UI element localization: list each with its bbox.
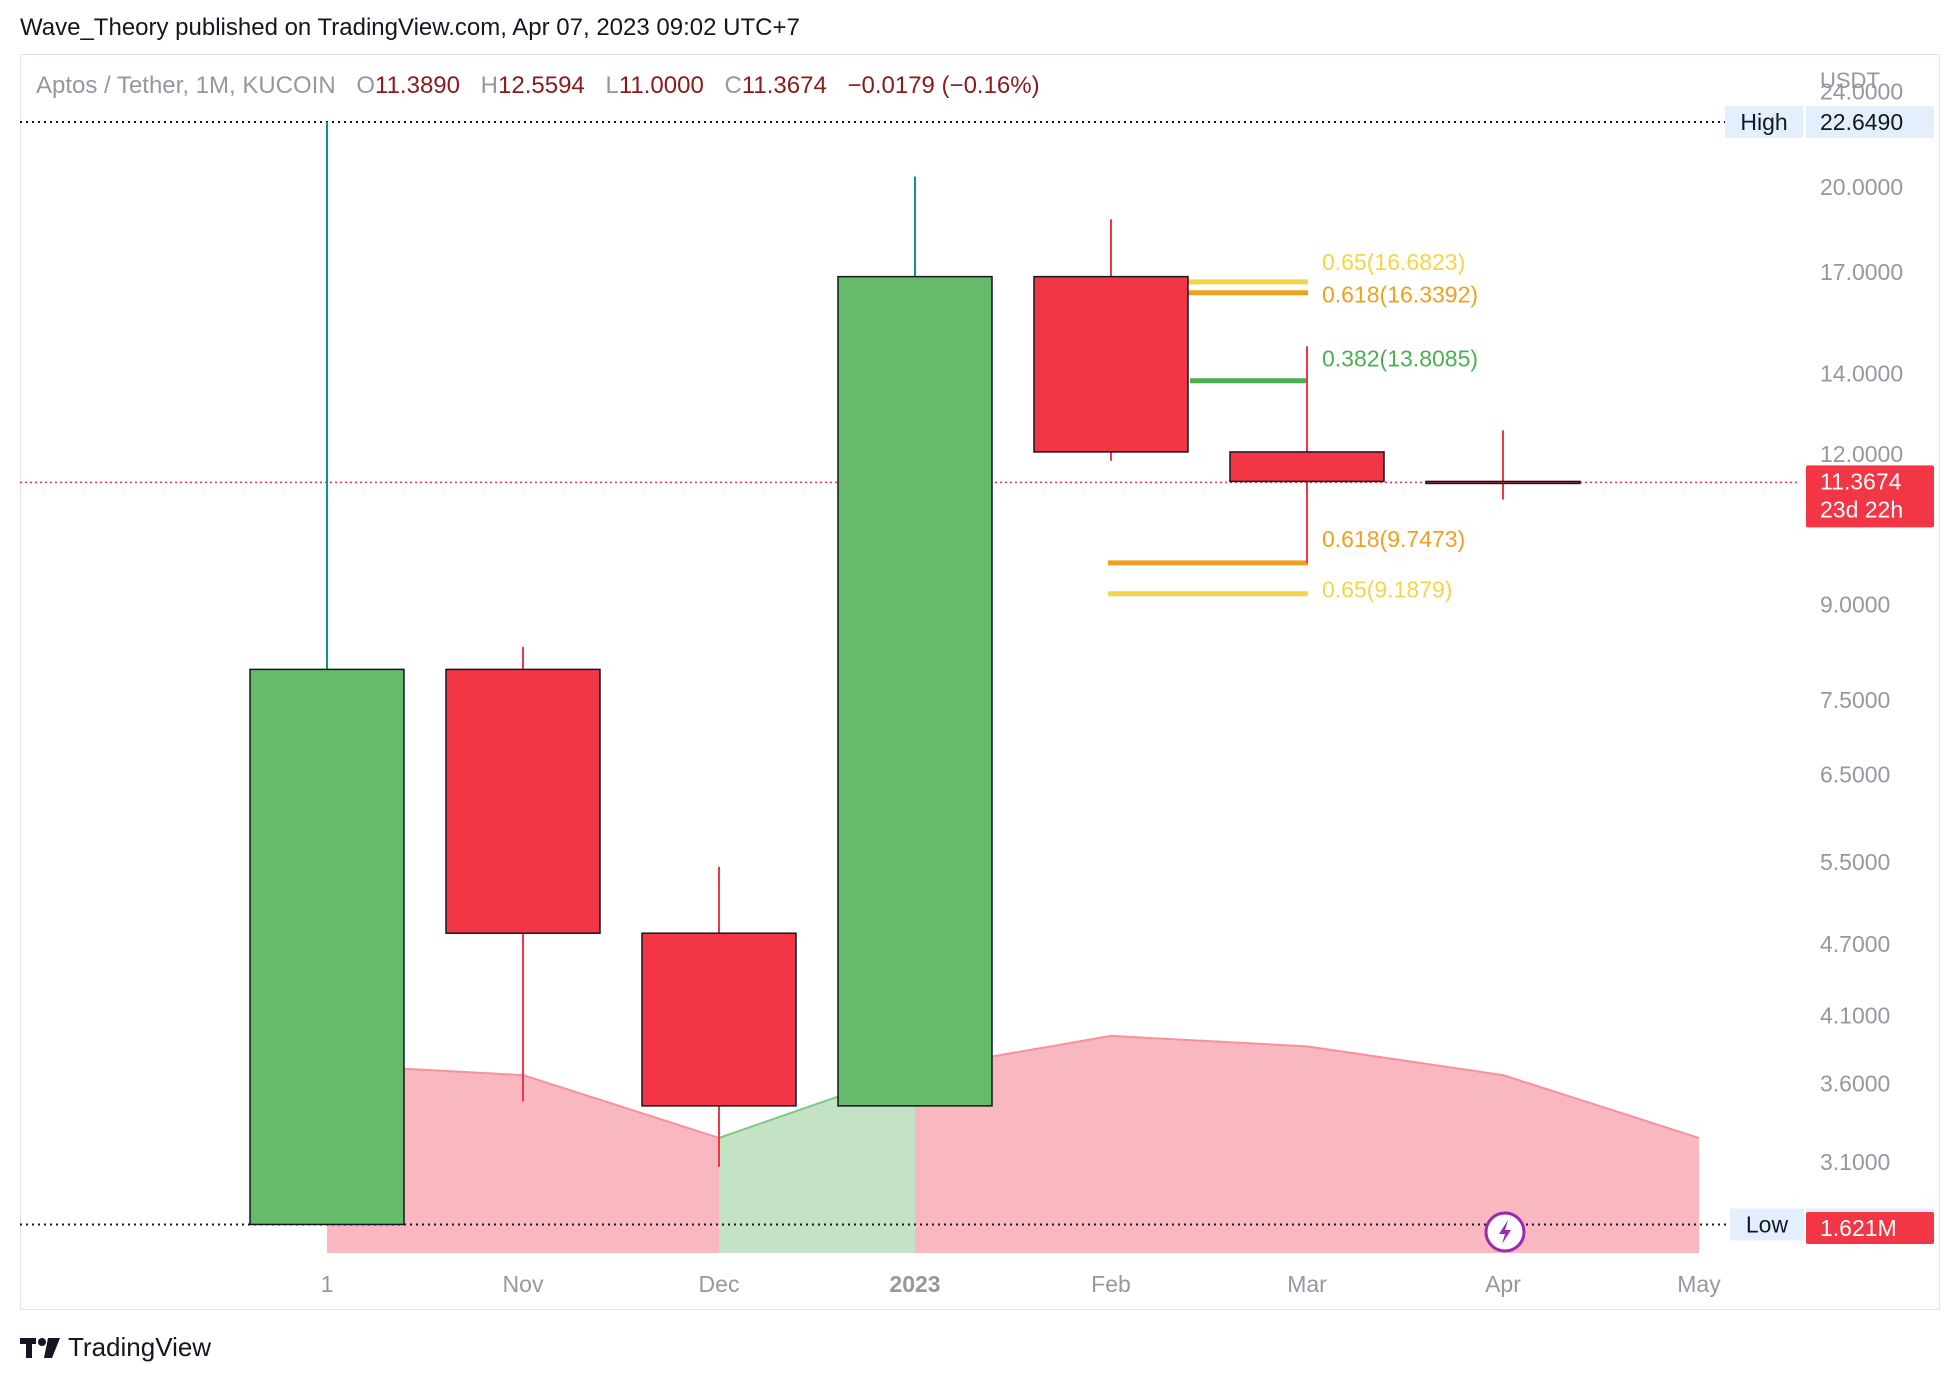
candle-body[interactable] — [1229, 451, 1385, 483]
legend-line: Aptos / Tether, 1M, KUCOIN O11.3890 H12.… — [36, 72, 1040, 100]
volume-segment — [1307, 1046, 1503, 1253]
volume-segment — [523, 1075, 719, 1253]
candle-body[interactable] — [249, 668, 405, 1226]
legend-close-label: C — [724, 72, 742, 99]
chart-frame — [20, 54, 1940, 1310]
low-marker-label-bg — [1730, 1208, 1804, 1241]
footer-brand-label: TradingView — [68, 1332, 212, 1362]
legend-symbol[interactable]: Aptos / Tether, 1M, KUCOIN — [36, 72, 336, 99]
x-tick-label: Feb — [1091, 1271, 1131, 1297]
y-tick-label: 4.7000 — [1820, 931, 1890, 957]
x-tick-label: May — [1677, 1271, 1721, 1297]
y-tick-label: 17.0000 — [1820, 259, 1903, 285]
volume-segment — [1503, 1075, 1699, 1253]
y-tick-label: 3.1000 — [1820, 1149, 1890, 1175]
candle-body[interactable] — [445, 668, 601, 934]
y-tick-label: 12.0000 — [1820, 441, 1903, 467]
high-marker-label: High — [1740, 109, 1787, 135]
volume-value: 1.621M — [1820, 1215, 1897, 1241]
legend-close-value: 11.3674 — [741, 72, 827, 99]
x-tick-label: Apr — [1485, 1271, 1521, 1297]
high-marker-label-bg — [1725, 105, 1803, 138]
legend-open-value: 11.3890 — [375, 72, 460, 99]
y-tick-label: 14.0000 — [1820, 361, 1903, 387]
price-axis-unit: USDT — [1820, 68, 1880, 93]
y-tick-label: 20.0000 — [1820, 174, 1903, 200]
legend-open-label: O — [356, 72, 376, 99]
y-tick-label: 24.0000 — [1820, 79, 1903, 105]
legend-high-value: 12.5594 — [498, 72, 585, 99]
volume-badge — [1806, 1212, 1934, 1244]
fib-level-label: 0.65(9.1879) — [1322, 577, 1452, 603]
volume-edge — [1306, 1045, 1504, 1077]
y-tick-label: 5.5000 — [1820, 849, 1890, 875]
y-tick-label: 9.0000 — [1820, 592, 1890, 618]
candle-body[interactable] — [1033, 275, 1189, 453]
last-price-countdown: 23d 22h — [1820, 496, 1903, 522]
candle-body[interactable] — [837, 275, 993, 1107]
lightning-icon-glyph — [1499, 1220, 1511, 1244]
fib-level-label: 0.382(13.8085) — [1322, 346, 1478, 372]
candle-body[interactable] — [641, 932, 797, 1107]
last-price-value: 11.3674 — [1820, 468, 1902, 494]
fib-level-label: 0.618(16.3392) — [1322, 282, 1478, 308]
volume-segment — [719, 1069, 915, 1253]
volume-segment — [1111, 1035, 1307, 1253]
publish-line: Wave_Theory published on TradingView.com… — [20, 14, 800, 41]
volume-edge — [1110, 1034, 1308, 1048]
x-tick-label: Nov — [503, 1271, 544, 1297]
legend-high-label: H — [480, 72, 499, 99]
y-tick-label: 3.6000 — [1820, 1071, 1890, 1097]
footer-brand[interactable]: TradingView — [20, 1332, 211, 1363]
high-marker-value: 22.6490 — [1820, 109, 1903, 135]
legend-change: −0.0179 (−0.16%) — [847, 72, 1040, 99]
volume-edge — [1502, 1074, 1700, 1139]
low-marker-label: Low — [1746, 1211, 1789, 1237]
candlestick-chart[interactable]: 0.65(16.6823) 0.618(16.3392) 0.382(13.8085… — [0, 0, 1958, 1310]
candle-body[interactable] — [1425, 480, 1581, 485]
volume-edge — [522, 1074, 720, 1139]
fib-level-label: 0.618(9.7473) — [1322, 526, 1465, 552]
y-tick-label: 4.1000 — [1820, 1003, 1890, 1029]
fib-level-label: 0.65(16.6823) — [1322, 249, 1465, 275]
x-tick-label: Mar — [1287, 1271, 1327, 1297]
last-price-badge — [1806, 465, 1934, 528]
x-tick-label: 2023 — [889, 1271, 940, 1297]
legend-low-label: L — [605, 72, 619, 99]
y-tick-label: 6.5000 — [1820, 762, 1890, 788]
x-tick-label: 1 — [321, 1271, 334, 1297]
high-marker-value-bg — [1806, 105, 1934, 138]
x-tick-label: Dec — [699, 1271, 740, 1297]
legend-low-value: 11.0000 — [618, 72, 704, 99]
y-tick-label: 7.5000 — [1820, 687, 1890, 713]
tradingview-logo-icon — [20, 1337, 60, 1358]
